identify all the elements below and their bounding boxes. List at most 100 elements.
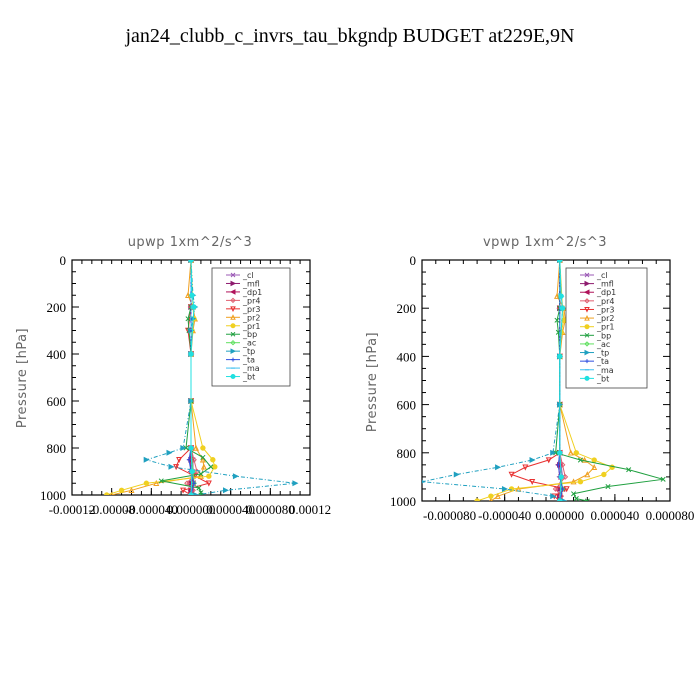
- data-point-tp-upwp: [232, 473, 239, 480]
- data-point-tp-upwp: [168, 463, 175, 470]
- legend-box-vpwp: [565, 267, 648, 389]
- legend-entry-bt-vpwp-label: _bt: [596, 374, 609, 383]
- data-point-pr1-vpwp: [591, 457, 597, 463]
- legend-entry-pr4-vpwp-label: _pr4: [596, 297, 614, 306]
- data-point-pr3-vpwp: [529, 479, 536, 486]
- data-point-bt-upwp: [191, 304, 197, 310]
- data-point-ta-vpwp: [556, 462, 561, 468]
- data-point-ta-upwp: [186, 457, 192, 462]
- data-point-tp-upwp: [180, 444, 187, 452]
- data-point-tp-vpwp: [422, 480, 426, 484]
- legend-entry-pr2-vpwp-label: _pr2: [596, 314, 614, 323]
- data-point-bp-vpwp: [605, 483, 611, 490]
- x-tick-label-upwp: 0.000080: [246, 502, 295, 517]
- legend-entry-cl-upwp-label: _cl: [242, 271, 254, 280]
- data-point-bp-vpwp: [573, 496, 579, 501]
- data-point-pr3-upwp: [205, 480, 212, 487]
- x-tick-label-vpwp: 0.000080: [646, 508, 695, 523]
- data-point-pr1-vpwp: [488, 493, 494, 499]
- data-point-tp-vpwp: [453, 471, 460, 478]
- data-point-pr3-upwp: [176, 457, 183, 464]
- data-point-pr2-vpwp: [494, 492, 501, 499]
- data-point-tp-vpwp: [495, 464, 502, 471]
- y-tick-label-vpwp: 800: [397, 446, 417, 461]
- data-point-pr4-vpwp: [562, 473, 569, 480]
- y-axis-label-upwp: Pressure [hPa]: [15, 328, 30, 428]
- data-point-bp-vpwp: [571, 491, 577, 497]
- data-point-pr2-vpwp: [570, 478, 577, 485]
- legend-entry-pr4-vpwp-marker: [584, 298, 590, 304]
- x-tick-label-upwp: -0.00012: [49, 502, 96, 517]
- legend-entry-tp-vpwp-marker: [584, 349, 591, 356]
- data-point-pr1-upwp: [206, 473, 212, 479]
- data-point-pr4-vpwp: [559, 461, 566, 468]
- data-point-pr1-vpwp: [573, 450, 580, 456]
- y-tick-label-upwp: 600: [47, 394, 67, 409]
- data-point-pr3-upwp: [173, 464, 180, 471]
- legend-entry-ma-vpwp-label: _ma: [596, 366, 614, 375]
- data-point-pr2-vpwp: [554, 292, 561, 299]
- data-point-pr2-upwp: [185, 291, 192, 298]
- data-point-pr1-upwp: [118, 487, 125, 493]
- data-point-bp-upwp: [196, 485, 202, 491]
- legend-entry-pr1-vpwp-label: _pr1: [596, 323, 614, 332]
- y-tick-label-upwp: 1000: [40, 488, 66, 503]
- data-point-pr2-upwp: [128, 486, 135, 493]
- data-point-tp-upwp: [292, 480, 299, 487]
- chart-panel-vpwp: vpwp 1xm^2/s^3 Pressure [hPa] 0 200 400 600…: [365, 235, 694, 523]
- y-tick-label-vpwp: 200: [397, 301, 417, 316]
- legend-entry-mfl-vpwp-label: _mfl: [596, 280, 614, 289]
- legend-entry-tp-upwp-marker: [230, 348, 237, 354]
- data-point-tp-vpwp: [561, 497, 568, 501]
- x-tick-label-upwp: -0.00008: [88, 502, 135, 517]
- data-point-bt-upwp: [188, 492, 194, 495]
- legend-entry-pr4-upwp-label: _pr4: [242, 296, 260, 305]
- legend-entry-pr1-upwp-label: _pr1: [242, 322, 260, 331]
- data-point-tp-upwp: [143, 456, 150, 463]
- y-tick-label-vpwp: 400: [397, 349, 417, 364]
- x-tick-label-vpwp: 0.000040: [591, 508, 640, 523]
- legend-entry-dp1-vpwp-marker: [583, 289, 590, 296]
- data-point-pr1-upwp: [200, 445, 206, 451]
- data-point-pr2-upwp: [199, 456, 206, 463]
- legend-entry-pr3-upwp-label: _pr3: [242, 305, 260, 314]
- data-point-pr1-upwp: [212, 464, 218, 470]
- legend-entry-tp-vpwp-label: _tp: [596, 349, 609, 358]
- legend-entry-ta-upwp-label: _ta: [242, 356, 255, 365]
- data-point-bt-upwp: [188, 260, 194, 263]
- legend-entry-ta-upwp-marker: [231, 357, 235, 362]
- legend-entry-mfl-upwp-label: _mfl: [242, 279, 260, 288]
- legend-upwp: _cl_mfl_dp1_pr4_pr3_pr2_pr1_bp_ac_tp_ta_…: [211, 267, 291, 387]
- data-point-bt-upwp: [189, 468, 195, 475]
- figure-title: jan24_clubb_c_invrs_tau_bkgndp BUDGET at…: [124, 25, 574, 47]
- legend-box-upwp: [211, 267, 291, 387]
- legend-entry-pr4-upwp-marker: [230, 297, 236, 304]
- data-point-pr1-upwp: [210, 457, 216, 463]
- y-tick-label-vpwp: 1000: [390, 494, 416, 509]
- legend-entry-cl-upwp-marker: [230, 272, 236, 278]
- data-point-bp-vpwp: [584, 498, 590, 501]
- data-point-pr1-vpwp: [508, 486, 515, 492]
- chart-panel-upwp: upwp 1xm^2/s^3 Pressure [hPa] 0 200 400 600…: [15, 235, 331, 517]
- chart-title-upwp: upwp 1xm^2/s^3: [128, 235, 253, 250]
- data-point-bp-upwp: [158, 478, 164, 484]
- data-point-tp-vpwp: [550, 493, 557, 500]
- y-tick-label-vpwp: 600: [397, 398, 417, 413]
- data-point-tp-upwp: [166, 449, 173, 456]
- data-point-pr2-vpwp: [591, 463, 598, 470]
- legend-entry-ta-vpwp-marker: [585, 359, 589, 364]
- data-point-pr2-vpwp: [581, 456, 588, 463]
- data-point-bp-upwp: [208, 464, 214, 470]
- legend-entry-cl-vpwp-label: _cl: [596, 271, 608, 280]
- data-point-pr1-upwp: [143, 480, 150, 486]
- legend-entry-ac-upwp-marker: [230, 339, 236, 346]
- data-point-tp-vpwp: [501, 485, 508, 492]
- legend-entry-pr2-upwp-marker: [230, 314, 236, 320]
- legend-entry-ac-vpwp-marker: [584, 341, 590, 347]
- legend-entry-bp-vpwp-marker: [584, 332, 590, 338]
- legend-entry-bt-upwp-label: _bt: [242, 373, 255, 382]
- data-point-pr2-upwp: [192, 444, 199, 451]
- data-point-pr1-upwp: [104, 492, 110, 495]
- legend-entry-dp1-vpwp-label: _dp1: [596, 288, 616, 297]
- legend-entry-bp-upwp-label: _bp: [242, 330, 257, 339]
